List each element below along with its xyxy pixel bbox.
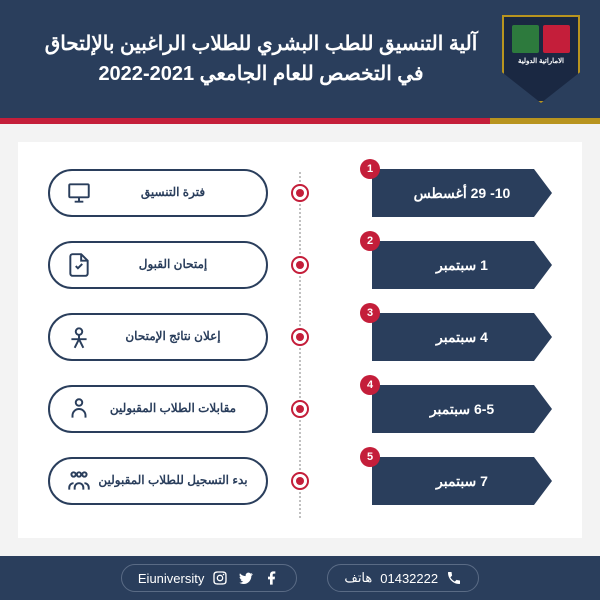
facebook-icon: [264, 570, 280, 586]
step-description: بدء التسجيل للطلاب المقبولين: [94, 473, 252, 489]
timeline-dot: [291, 256, 309, 274]
phone-icon: [446, 570, 462, 586]
university-logo: الاماراتية الدولية: [502, 15, 580, 103]
date-box: 4 سبتمبر: [372, 313, 552, 361]
social-handle: Eiuniversity: [138, 571, 204, 586]
date-box: 1 سبتمبر: [372, 241, 552, 289]
timeline-row: 4 6-5 سبتمبر مقابلات الطلاب المقبولين: [48, 380, 552, 438]
header: الاماراتية الدولية آلية التنسيق للطب الب…: [0, 0, 600, 118]
timeline-row: 3 4 سبتمبر إعلان نتائج الإمتحان: [48, 308, 552, 366]
accent-bar: [0, 118, 600, 124]
results-icon: [64, 322, 94, 352]
description-box: بدء التسجيل للطلاب المقبولين: [48, 457, 268, 505]
footer: 01432222 هاتف Eiuniversity: [0, 556, 600, 600]
date-box: 10- 29 أغسطس: [372, 169, 552, 217]
phone-block: 01432222 هاتف: [327, 564, 479, 592]
page-title: آلية التنسيق للطب البشري للطلاب الراغبين…: [20, 29, 502, 89]
step-number: 2: [360, 231, 380, 251]
phone-number: 01432222: [380, 571, 438, 586]
date-box: 6-5 سبتمبر: [372, 385, 552, 433]
exam-icon: [64, 250, 94, 280]
timeline-dot: [291, 472, 309, 490]
description-box: إعلان نتائج الإمتحان: [48, 313, 268, 361]
instagram-icon: [212, 570, 228, 586]
timeline-content: 1 10- 29 أغسطس فترة التنسيق 2 1 سبتمبر إ…: [18, 142, 582, 538]
step-number: 4: [360, 375, 380, 395]
step-number: 1: [360, 159, 380, 179]
computer-icon: [64, 178, 94, 208]
timeline-dot: [291, 184, 309, 202]
description-box: مقابلات الطلاب المقبولين: [48, 385, 268, 433]
step-number: 3: [360, 303, 380, 323]
step-description: فترة التنسيق: [94, 185, 252, 201]
timeline-row: 1 10- 29 أغسطس فترة التنسيق: [48, 164, 552, 222]
date-box: 7 سبتمبر: [372, 457, 552, 505]
twitter-icon: [238, 570, 254, 586]
description-box: فترة التنسيق: [48, 169, 268, 217]
logo-text: الاماراتية الدولية: [504, 57, 578, 65]
step-number: 5: [360, 447, 380, 467]
step-description: إمتحان القبول: [94, 257, 252, 273]
register-icon: [64, 466, 94, 496]
step-description: مقابلات الطلاب المقبولين: [94, 401, 252, 417]
timeline-row: 2 1 سبتمبر إمتحان القبول: [48, 236, 552, 294]
phone-label: هاتف: [344, 570, 372, 586]
timeline-dot: [291, 400, 309, 418]
interview-icon: [64, 394, 94, 424]
timeline-row: 5 7 سبتمبر بدء التسجيل للطلاب المقبولين: [48, 452, 552, 510]
description-box: إمتحان القبول: [48, 241, 268, 289]
social-block: Eiuniversity: [121, 564, 297, 592]
step-description: إعلان نتائج الإمتحان: [94, 329, 252, 345]
timeline-dot: [291, 328, 309, 346]
